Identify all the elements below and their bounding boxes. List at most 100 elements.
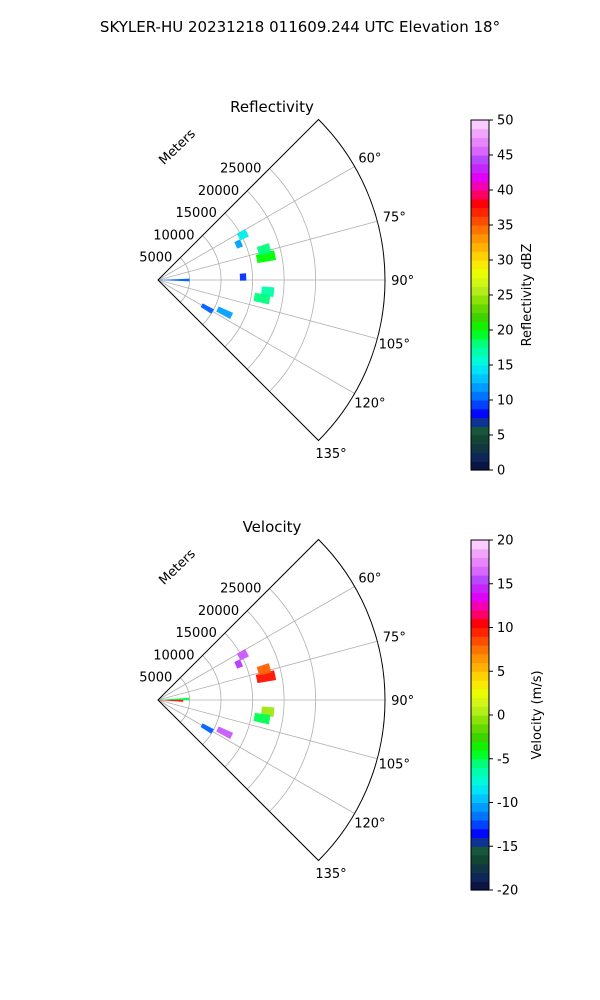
radar-echo — [216, 306, 234, 319]
azimuth-spoke — [157, 279, 355, 394]
theta-tick-label: 105° — [379, 757, 410, 772]
colorbar-tick-label: 0 — [497, 464, 505, 479]
reflectivity-title: Reflectivity — [230, 98, 314, 116]
r-tick-label: 25000 — [220, 582, 261, 597]
radar-echo — [158, 278, 190, 282]
colorbar-segment — [471, 820, 489, 830]
colorbar-segment — [471, 811, 489, 821]
colorbar-segment — [471, 303, 489, 314]
colorbar-segment — [471, 426, 489, 436]
colorbar-segment — [471, 391, 489, 401]
reflectivity-colorbar: 0 5 10 15 20 25 30 35 40 45 50 — [470, 114, 514, 479]
theta-tick-label: 60° — [358, 572, 381, 587]
colorbar-segment — [471, 400, 489, 410]
colorbar-segment — [471, 802, 489, 812]
r-tick-label: 20000 — [198, 604, 239, 619]
colorbar-segment — [471, 758, 489, 769]
sector-outline — [157, 538, 386, 862]
colorbar-segment — [471, 251, 489, 261]
colorbar-segment — [471, 321, 489, 331]
colorbar-segment — [471, 566, 489, 576]
colorbar-segment — [471, 172, 489, 182]
radar-echo — [236, 228, 249, 241]
r-tick-label: 25000 — [220, 162, 261, 177]
colorbar-segment — [471, 198, 489, 209]
colorbar-segment — [471, 601, 489, 611]
colorbar-segment — [471, 583, 489, 594]
colorbar-segment — [471, 286, 489, 296]
colorbar-tick-label: 0 — [497, 709, 505, 724]
colorbar-tick-label: -20 — [497, 884, 518, 899]
r-tick-label: 10000 — [153, 228, 194, 243]
colorbar-segment — [471, 662, 489, 672]
colorbar-segment — [471, 312, 489, 322]
colorbar-tick-label: -10 — [497, 796, 518, 811]
reflectivity-panel: Reflectivity Meters 5000 10000 15000 20000 2… — [139, 98, 535, 479]
colorbar-tick-label: -5 — [497, 752, 510, 767]
colorbar-segment — [471, 295, 489, 305]
colorbar-segment — [471, 242, 489, 252]
colorbar-segment — [471, 785, 489, 795]
azimuth-spoke — [157, 699, 355, 814]
colorbar-segment — [471, 706, 489, 716]
velocity-colorbar-label: Velocity (m/s) — [530, 670, 545, 759]
colorbar-segment — [471, 216, 489, 226]
colorbar-segment — [471, 461, 489, 471]
colorbar-segment — [471, 723, 489, 734]
colorbar-segment — [471, 452, 489, 462]
reflectivity-sector: 5000 10000 15000 20000 25000 60° 75° 90° 105° 120… — [139, 118, 414, 462]
colorbar-segment — [471, 715, 489, 725]
colorbar-segment — [471, 233, 489, 244]
colorbar-tick-label: 20 — [497, 324, 514, 339]
radar-echo — [200, 303, 214, 314]
colorbar-segment — [471, 146, 489, 156]
colorbar-segment — [471, 435, 489, 445]
colorbar-segment — [471, 592, 489, 602]
figure-title: SKYLER-HU 20231218 011609.244 UTC Elevat… — [100, 18, 500, 36]
colorbar-segment — [471, 618, 489, 629]
velocity-colorbar: -20 -15 -10 -5 0 5 10 15 20 — [470, 534, 518, 899]
radar-echo — [253, 712, 271, 725]
radar-echo — [216, 726, 234, 739]
theta-tick-label: 120° — [354, 396, 385, 411]
radar-echo — [234, 239, 244, 249]
colorbar-tick-label: 50 — [497, 114, 514, 129]
r-tick-label: 20000 — [198, 184, 239, 199]
colorbar-segment — [471, 776, 489, 786]
velocity-radial-label: Meters — [156, 547, 199, 589]
radar-echo — [158, 699, 184, 702]
colorbar-segment — [471, 128, 489, 139]
colorbar-segment — [471, 855, 489, 865]
colorbar-segment — [471, 837, 489, 847]
colorbar-segment — [471, 636, 489, 646]
colorbar-segment — [471, 443, 489, 454]
colorbar-segment — [471, 207, 489, 217]
r-tick-label: 15000 — [176, 626, 217, 641]
r-tick-label: 10000 — [153, 648, 194, 663]
theta-tick-label: 135° — [315, 447, 346, 462]
r-tick-label: 15000 — [176, 206, 217, 221]
colorbar-segment — [471, 688, 489, 699]
colorbar-segment — [471, 671, 489, 681]
azimuth-spoke — [157, 586, 355, 701]
radar-echo — [234, 659, 244, 669]
colorbar-segment — [471, 277, 489, 287]
colorbar-segment — [471, 155, 489, 165]
colorbar-tick-label: 15 — [497, 359, 514, 374]
colorbar-segment — [471, 750, 489, 760]
colorbar-segment — [471, 365, 489, 375]
colorbar-segment — [471, 330, 489, 340]
theta-tick-label: 105° — [379, 337, 410, 352]
colorbar-tick-label: 5 — [497, 429, 505, 444]
colorbar-segment — [471, 741, 489, 751]
radar-echo — [158, 697, 190, 701]
colorbar-segment — [471, 680, 489, 690]
colorbar-segment — [471, 408, 489, 419]
colorbar-segment — [471, 260, 489, 270]
velocity-title: Velocity — [243, 518, 302, 536]
colorbar-segment — [471, 846, 489, 856]
radar-echo — [239, 273, 247, 281]
colorbar-tick-label: 15 — [497, 577, 514, 592]
colorbar-segment — [471, 697, 489, 707]
colorbar-segment — [471, 575, 489, 585]
